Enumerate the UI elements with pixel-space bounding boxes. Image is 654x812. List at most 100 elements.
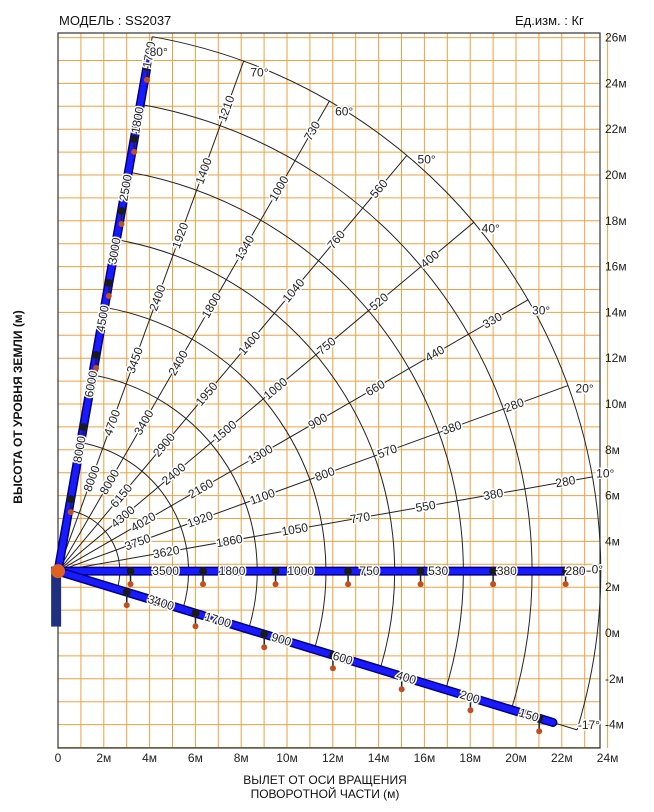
- load-value-label: 660: [363, 377, 388, 399]
- load-value-label: 1300: [245, 441, 275, 467]
- angle-rays: [57, 36, 601, 731]
- x-tick-label: 2м: [96, 751, 111, 765]
- load-value-label: 1800: [128, 105, 146, 134]
- grid: [57, 32, 609, 749]
- boom-80deg-section-joint: [92, 351, 101, 360]
- boom-minus17deg-hook: [398, 686, 405, 693]
- load-value-label: 2160: [186, 476, 216, 502]
- angle-label: 0°: [592, 562, 604, 576]
- radius-arc: [92, 374, 258, 630]
- load-value-label: 520: [367, 290, 392, 314]
- plot-frame: [57, 32, 601, 749]
- y-axis-label: ВЫСОТА ОТ УРОВНЯ ЗЕМЛИ (м): [11, 310, 25, 504]
- radius-arc: [104, 306, 327, 650]
- load-value-label: 750: [359, 564, 379, 578]
- y-tick-label: 22м: [605, 122, 627, 136]
- load-value-label: 530: [428, 564, 448, 578]
- boom-0deg-section-joint: [489, 567, 498, 576]
- y-tick-label: 14м: [605, 305, 627, 319]
- x-tick-label: 20м: [505, 751, 527, 765]
- boom-80deg-hook: [93, 365, 100, 372]
- x-tick-label: 0: [55, 751, 62, 765]
- load-value-label: 380: [440, 418, 464, 438]
- load-value-label: 2400: [159, 460, 189, 488]
- load-value-label: 1000: [266, 173, 292, 203]
- boom-0deg-hook: [345, 581, 352, 588]
- boom-drawings: [51, 47, 585, 735]
- x-axis-label-line2: ПОВОРОТНОЙ ЧАСТИ (м): [250, 787, 400, 801]
- radius-arc: [140, 103, 533, 710]
- boom-0deg-hook: [127, 581, 134, 588]
- boom-minus17deg-hook: [536, 728, 543, 735]
- x-tick-label: 14м: [368, 751, 390, 765]
- boom-0deg-hook: [562, 581, 569, 588]
- boom-0deg-section-joint: [271, 567, 280, 576]
- boom-0deg-hook: [200, 581, 207, 588]
- x-tick-label: 6м: [188, 751, 203, 765]
- boom-80deg-hook: [131, 148, 138, 155]
- crane-pivot: [51, 564, 65, 579]
- boom-0deg-section-joint: [344, 567, 353, 576]
- x-tick-label: 18м: [459, 751, 481, 765]
- load-value-label: 2400: [165, 348, 191, 378]
- load-value-label: 1860: [215, 532, 244, 550]
- boom-80deg-section-joint: [130, 134, 139, 143]
- load-value-label: 280: [554, 473, 576, 490]
- load-value-label: 560: [367, 176, 391, 201]
- x-tick-label: 8м: [234, 751, 249, 765]
- angle-ray: [57, 155, 408, 572]
- y-tick-label: 18м: [605, 214, 627, 228]
- y-tick-label: 4м: [605, 534, 620, 548]
- boom-80deg-hook: [80, 437, 87, 444]
- y-tick-label: -4м: [605, 718, 624, 732]
- boom-minus17deg-section-joint: [122, 588, 131, 597]
- angle-label: 80°: [150, 45, 168, 59]
- load-value-label: 750: [314, 334, 339, 358]
- x-axis-label-line1: ВЫЛЕТ ОТ ОСИ ВРАЩЕНИЯ: [243, 773, 407, 787]
- radius-arc: [128, 171, 464, 690]
- boom-80deg-section-joint: [117, 206, 126, 215]
- y-tick-label: 0м: [605, 626, 620, 640]
- y-tick-label: 16м: [605, 260, 627, 274]
- load-value-label: 600: [331, 649, 355, 668]
- load-value-label: 1500: [210, 417, 240, 445]
- load-value-label: 3000: [105, 236, 123, 265]
- y-tick-label: 6м: [605, 489, 620, 503]
- boom-80deg-hook: [105, 293, 112, 300]
- load-value-label: 380: [497, 564, 517, 578]
- radius-arcs: [68, 36, 602, 730]
- load-value-label: 4500: [93, 304, 111, 333]
- model-label: МОДЕЛЬ : SS2037: [56, 13, 175, 28]
- angle-label: 20°: [576, 382, 594, 396]
- x-tick-label: 16м: [414, 751, 436, 765]
- boom-minus17deg-hook: [261, 644, 268, 651]
- radius-arc: [116, 239, 396, 670]
- boom-minus17deg-section-joint: [328, 651, 337, 660]
- load-value-label: 200: [458, 687, 482, 706]
- load-value-label: 1400: [235, 328, 263, 358]
- boom-minus17deg-section-joint: [466, 693, 475, 702]
- boom-minus17deg-hook: [329, 665, 336, 672]
- load-value-label: 730: [301, 118, 323, 143]
- boom-minus17deg-section-joint: [397, 672, 406, 681]
- load-value-label: 280: [502, 395, 526, 415]
- load-value-label: 1050: [280, 520, 309, 538]
- load-value-label: 900: [306, 410, 331, 432]
- x-tick-label: 4м: [142, 751, 157, 765]
- x-tick-label: 12м: [322, 751, 344, 765]
- y-tick-label: 2м: [605, 580, 620, 594]
- load-value-label: 550: [415, 498, 437, 515]
- x-axis-label: ВЫЛЕТ ОТ ОСИ ВРАЩЕНИЯ ПОВОРОТНОЙ ЧАСТИ (…: [210, 773, 440, 801]
- angle-label: -17°: [578, 718, 600, 732]
- load-value-label: 2900: [150, 430, 178, 460]
- boom-80deg-section-joint: [104, 279, 113, 288]
- load-value-label: 380: [482, 486, 504, 503]
- boom-0deg-hook: [417, 581, 424, 588]
- boom-80deg-section-joint: [66, 495, 75, 504]
- load-value-label: 3400: [131, 407, 157, 437]
- angle-ray: [57, 60, 245, 572]
- boom-minus17deg-hook: [123, 602, 130, 609]
- x-tick-label: 22м: [551, 751, 573, 765]
